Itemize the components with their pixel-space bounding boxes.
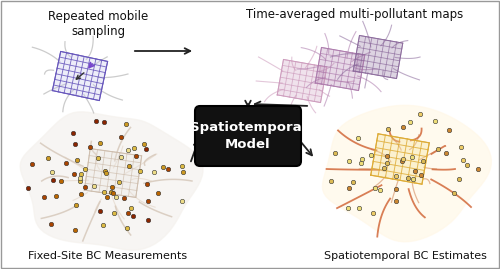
Text: Spatiotemporal BC Estimates: Spatiotemporal BC Estimates bbox=[324, 251, 486, 261]
Polygon shape bbox=[315, 47, 365, 91]
Polygon shape bbox=[20, 112, 203, 250]
Polygon shape bbox=[322, 105, 492, 242]
Text: Time-averaged multi-pollutant maps: Time-averaged multi-pollutant maps bbox=[246, 8, 464, 21]
Text: Fixed-Site BC Measurements: Fixed-Site BC Measurements bbox=[28, 251, 188, 261]
Text: Repeated mobile
sampling: Repeated mobile sampling bbox=[48, 10, 148, 38]
Polygon shape bbox=[370, 134, 430, 184]
Text: Spatiotemporal
Model: Spatiotemporal Model bbox=[190, 122, 306, 150]
FancyBboxPatch shape bbox=[195, 106, 301, 166]
Polygon shape bbox=[277, 59, 327, 102]
Polygon shape bbox=[84, 148, 141, 197]
Polygon shape bbox=[353, 36, 403, 79]
Polygon shape bbox=[52, 51, 108, 101]
